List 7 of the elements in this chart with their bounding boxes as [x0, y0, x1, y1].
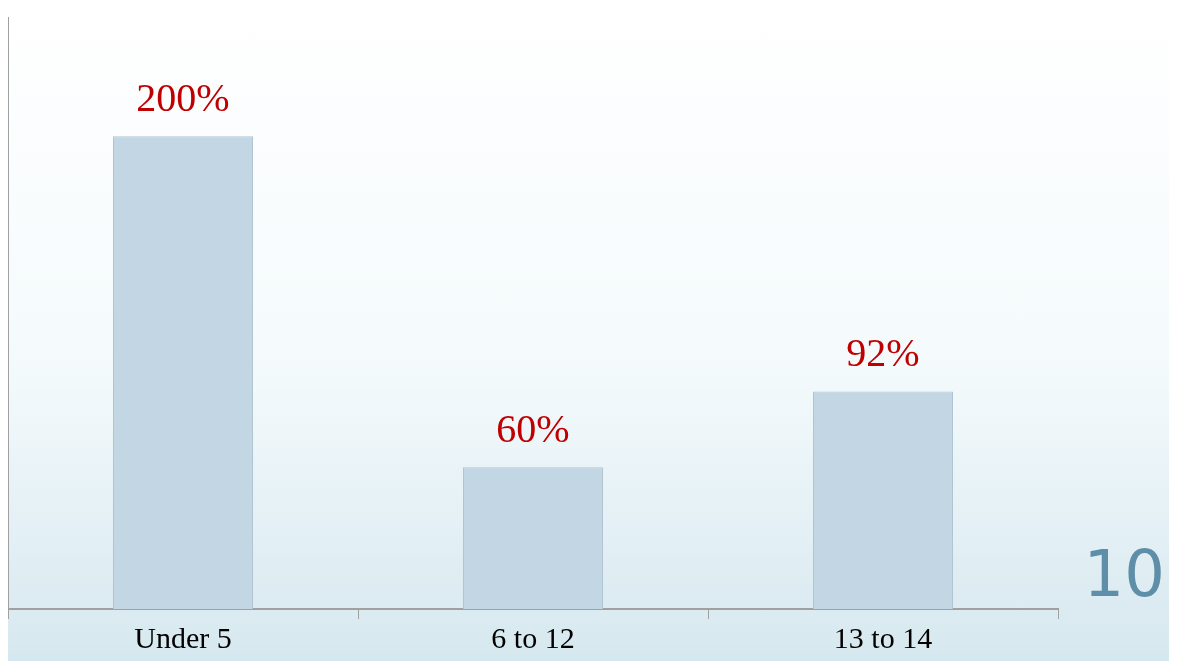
x-tick-label: Under 5: [134, 620, 232, 654]
data-label: 60%: [496, 405, 570, 451]
x-tick-label: 6 to 12: [491, 620, 575, 654]
data-label: 200%: [136, 74, 230, 120]
data-label: 92%: [846, 330, 920, 376]
x-tick-label: 13 to 14: [833, 620, 933, 654]
text: 10: [1083, 537, 1165, 611]
